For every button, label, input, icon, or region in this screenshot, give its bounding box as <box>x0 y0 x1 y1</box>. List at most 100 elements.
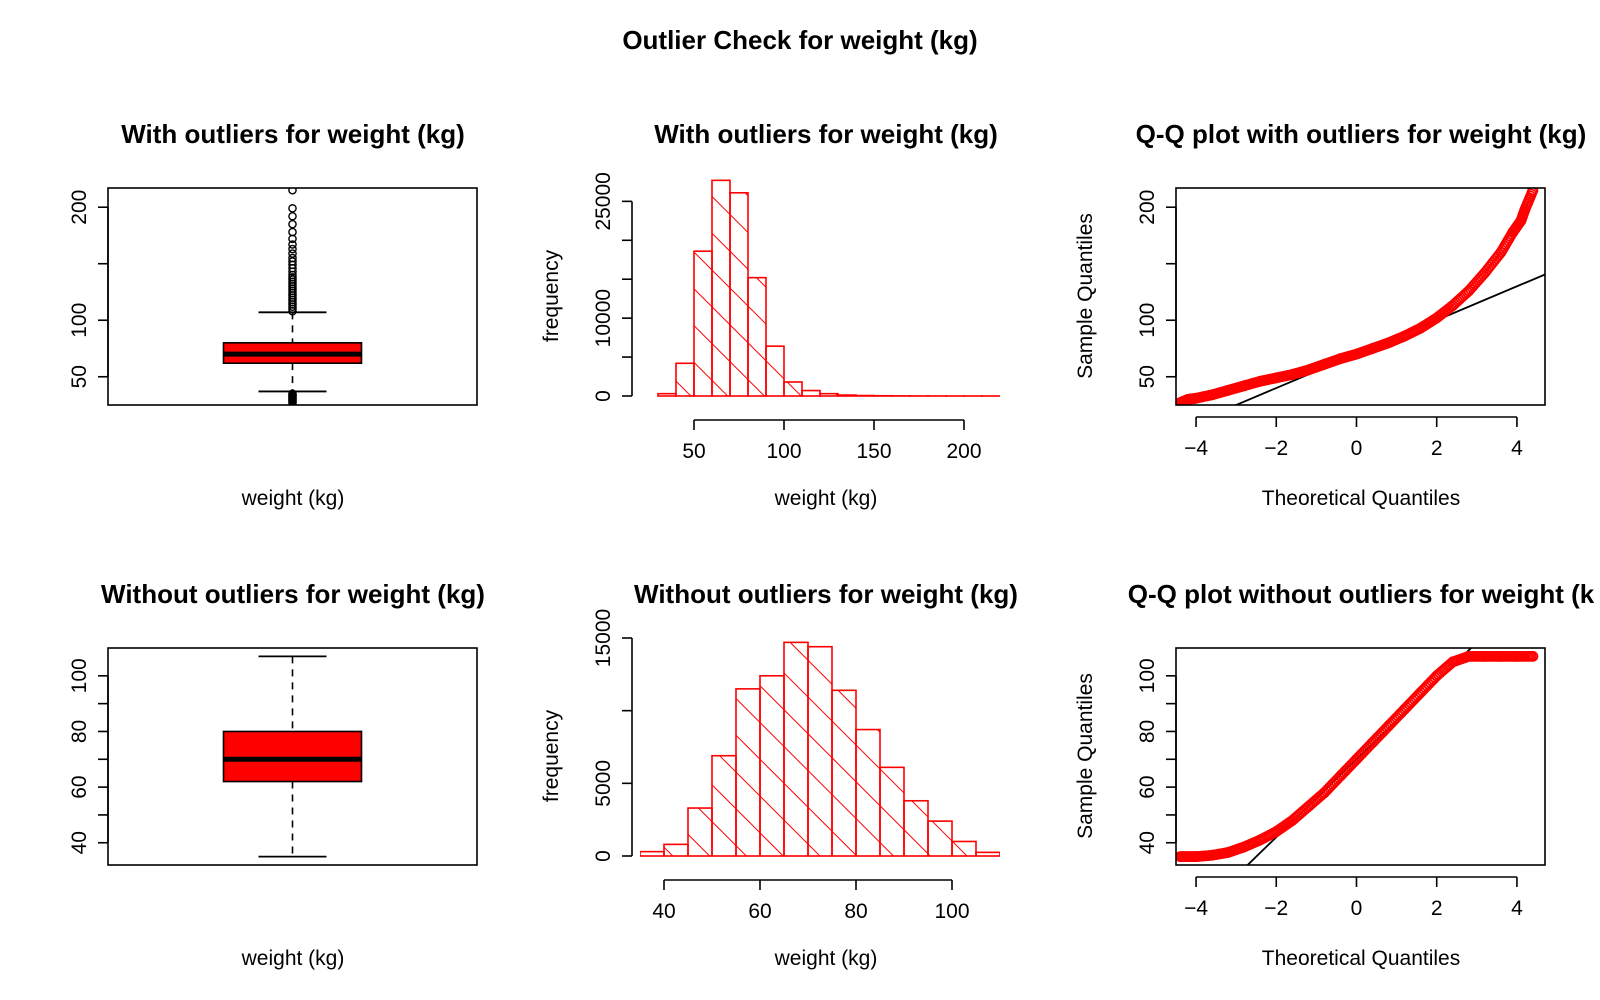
plot-area <box>1176 188 1545 405</box>
x-axis-label: weight (kg) <box>774 487 878 510</box>
panel-title: Q-Q plot without outliers for weight (k <box>1128 579 1595 609</box>
plot-area <box>1176 648 1539 865</box>
y-axis-label: frequency <box>540 709 563 802</box>
hist-bar <box>693 250 713 397</box>
panel-title: With outliers for weight (kg) <box>654 119 998 149</box>
y-axis-label: frequency <box>540 249 563 342</box>
y-tick-label: 0 <box>592 390 615 402</box>
hist-bar <box>783 381 803 397</box>
hist-bar <box>759 674 785 857</box>
panel-qq-with-outliers: Q-Q plot with outliers for weight (kg) −… <box>1074 119 1586 510</box>
hist-bar <box>951 840 977 857</box>
y-axis: 0 5000 15000 <box>592 609 633 862</box>
hist-bar <box>747 276 767 397</box>
x-tick-label: 200 <box>946 440 981 463</box>
panel-title: Without outliers for weight (kg) <box>101 579 485 609</box>
hist-bar <box>819 392 839 397</box>
x-axis: −4 −2 0 2 4 <box>1184 416 1523 460</box>
hist-bar <box>855 728 881 857</box>
y-axis: 0 10000 25000 <box>592 172 633 402</box>
outlier-point <box>288 249 297 258</box>
outlier-point <box>288 253 297 263</box>
outlier-point <box>288 389 297 398</box>
y-axis: 40 60 80 100 <box>68 658 109 854</box>
panel-hist-with-outliers: With outliers for weight (kg) 50 100 150 20… <box>540 119 1000 510</box>
y-tick-label: 60 <box>68 775 91 798</box>
x-tick-label: −2 <box>1264 437 1288 460</box>
y-tick-label: 40 <box>68 831 91 854</box>
qq-point <box>1527 650 1539 662</box>
y-tick-label: 50 <box>1136 365 1159 388</box>
x-tick-label: −4 <box>1184 897 1208 920</box>
x-tick-label: 2 <box>1431 437 1443 460</box>
y-axis: 50 100 200 <box>68 190 109 388</box>
panel-qq-without-outliers: Q-Q plot without outliers for weight (k … <box>1074 579 1595 970</box>
y-tick-label: 80 <box>68 720 91 743</box>
hist-bar <box>801 389 821 397</box>
outlier-point <box>288 211 297 221</box>
x-axis-label: Theoretical Quantiles <box>1262 487 1460 510</box>
hist-bar <box>687 807 713 857</box>
hist-bar <box>975 851 1000 857</box>
hist-bar <box>711 754 737 857</box>
hist-bar <box>879 766 905 857</box>
outlier-point <box>288 244 297 254</box>
x-tick-label: 60 <box>748 900 771 923</box>
plot-area <box>640 641 1000 857</box>
y-axis: 50 100 200 <box>1136 190 1177 388</box>
panel-box-without-outliers: Without outliers for weight (kg) 40 60 80 1… <box>68 579 485 970</box>
hist-bar <box>729 191 749 397</box>
y-axis: 40 60 80 100 <box>1136 658 1177 854</box>
panel-hist-without-outliers: Without outliers for weight (kg) 40 60 80 1… <box>540 579 1018 970</box>
y-tick-label: 60 <box>1136 775 1159 798</box>
x-axis-label: weight (kg) <box>774 947 878 970</box>
y-tick-label: 100 <box>1136 303 1159 338</box>
x-tick-label: 50 <box>682 440 705 463</box>
hist-bar <box>675 362 695 397</box>
x-axis-label: weight (kg) <box>241 947 345 970</box>
hist-bar <box>735 688 761 857</box>
x-axis-label: Theoretical Quantiles <box>1262 947 1460 970</box>
y-tick-label: 50 <box>68 365 91 388</box>
y-tick-label: 10000 <box>592 289 615 347</box>
y-tick-label: 100 <box>68 303 91 338</box>
y-tick-label: 100 <box>1136 658 1159 693</box>
y-tick-label: 25000 <box>592 172 615 230</box>
y-tick-label: 80 <box>1136 720 1159 743</box>
x-axis: 40 60 80 100 <box>652 879 970 923</box>
panel-box-with-outliers: With outliers for weight (kg) 50 100 200 w… <box>68 119 478 510</box>
hist-bar <box>807 645 833 857</box>
plot-area <box>222 655 363 858</box>
x-axis: −4 −2 0 2 4 <box>1184 876 1523 920</box>
qq-reference-line <box>1246 648 1473 865</box>
y-tick-label: 15000 <box>592 609 615 667</box>
hist-bar <box>783 641 809 857</box>
x-tick-label: 100 <box>766 440 801 463</box>
x-axis: 50 100 150 200 <box>682 419 982 463</box>
hist-bar <box>657 392 677 397</box>
outlier-point <box>288 219 297 229</box>
qq-point <box>1527 188 1539 196</box>
y-tick-label: 200 <box>1136 190 1159 225</box>
outlier-point <box>288 240 297 249</box>
x-tick-label: 40 <box>652 900 675 923</box>
x-tick-label: 4 <box>1511 897 1523 920</box>
plot-frame <box>1175 187 1546 406</box>
box-iqr <box>222 730 363 783</box>
x-tick-label: 0 <box>1351 897 1363 920</box>
hist-bar <box>640 850 665 857</box>
hist-bar <box>663 843 689 857</box>
y-tick-label: 0 <box>592 850 615 862</box>
x-tick-label: 4 <box>1511 437 1523 460</box>
outlier-point <box>288 257 297 266</box>
main-title: Outlier Check for weight (kg) <box>622 25 977 55</box>
x-tick-label: 80 <box>844 900 867 923</box>
x-tick-label: 0 <box>1351 437 1363 460</box>
x-tick-label: 150 <box>856 440 891 463</box>
x-tick-label: 100 <box>934 900 969 923</box>
y-tick-label: 40 <box>1136 831 1159 854</box>
x-tick-label: 2 <box>1431 897 1443 920</box>
plot-area <box>657 179 1000 397</box>
hist-bar <box>837 394 857 397</box>
